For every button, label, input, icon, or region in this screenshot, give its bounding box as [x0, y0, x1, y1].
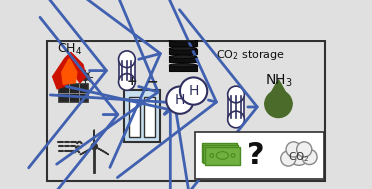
FancyBboxPatch shape: [60, 84, 88, 102]
Text: ?: ?: [247, 141, 264, 170]
Circle shape: [286, 142, 301, 157]
Ellipse shape: [169, 55, 197, 59]
Ellipse shape: [119, 51, 135, 67]
Circle shape: [180, 77, 207, 105]
Circle shape: [281, 151, 296, 166]
Text: H: H: [175, 93, 185, 107]
Text: +: +: [127, 75, 138, 88]
Ellipse shape: [119, 74, 135, 90]
FancyBboxPatch shape: [228, 94, 244, 119]
Polygon shape: [62, 58, 77, 84]
Ellipse shape: [228, 86, 244, 103]
FancyBboxPatch shape: [169, 32, 197, 37]
Circle shape: [289, 146, 309, 165]
Ellipse shape: [228, 111, 244, 128]
FancyBboxPatch shape: [144, 97, 155, 137]
FancyBboxPatch shape: [46, 41, 326, 181]
Circle shape: [228, 150, 232, 154]
Ellipse shape: [169, 39, 197, 42]
Ellipse shape: [216, 152, 228, 159]
Circle shape: [302, 149, 317, 165]
FancyBboxPatch shape: [169, 40, 197, 46]
Circle shape: [207, 150, 211, 154]
Circle shape: [208, 151, 212, 155]
Ellipse shape: [215, 149, 227, 157]
Ellipse shape: [169, 47, 197, 50]
Text: −: −: [146, 74, 158, 88]
FancyBboxPatch shape: [124, 90, 160, 142]
Polygon shape: [265, 80, 292, 104]
Circle shape: [230, 151, 233, 155]
Circle shape: [296, 142, 312, 157]
Circle shape: [91, 143, 97, 149]
FancyBboxPatch shape: [119, 59, 135, 82]
Text: H: H: [188, 84, 199, 98]
FancyBboxPatch shape: [195, 132, 324, 179]
FancyBboxPatch shape: [129, 97, 140, 137]
Circle shape: [265, 90, 292, 118]
FancyBboxPatch shape: [169, 49, 197, 54]
Text: CO$_2$: CO$_2$: [288, 150, 310, 164]
FancyBboxPatch shape: [205, 147, 240, 165]
Text: CH$_4$: CH$_4$: [57, 42, 82, 57]
FancyBboxPatch shape: [202, 143, 237, 162]
FancyBboxPatch shape: [169, 65, 197, 70]
Ellipse shape: [169, 64, 197, 67]
Polygon shape: [52, 52, 86, 89]
Text: CO$_2$ storage: CO$_2$ storage: [216, 48, 285, 62]
Circle shape: [231, 154, 235, 157]
FancyBboxPatch shape: [203, 145, 238, 163]
Ellipse shape: [213, 148, 225, 156]
Polygon shape: [94, 146, 109, 155]
Text: NH$_3$: NH$_3$: [264, 72, 292, 89]
Circle shape: [166, 87, 193, 114]
Circle shape: [81, 73, 89, 81]
FancyBboxPatch shape: [169, 57, 197, 62]
Polygon shape: [80, 146, 94, 155]
Ellipse shape: [169, 30, 197, 34]
Circle shape: [210, 154, 214, 157]
